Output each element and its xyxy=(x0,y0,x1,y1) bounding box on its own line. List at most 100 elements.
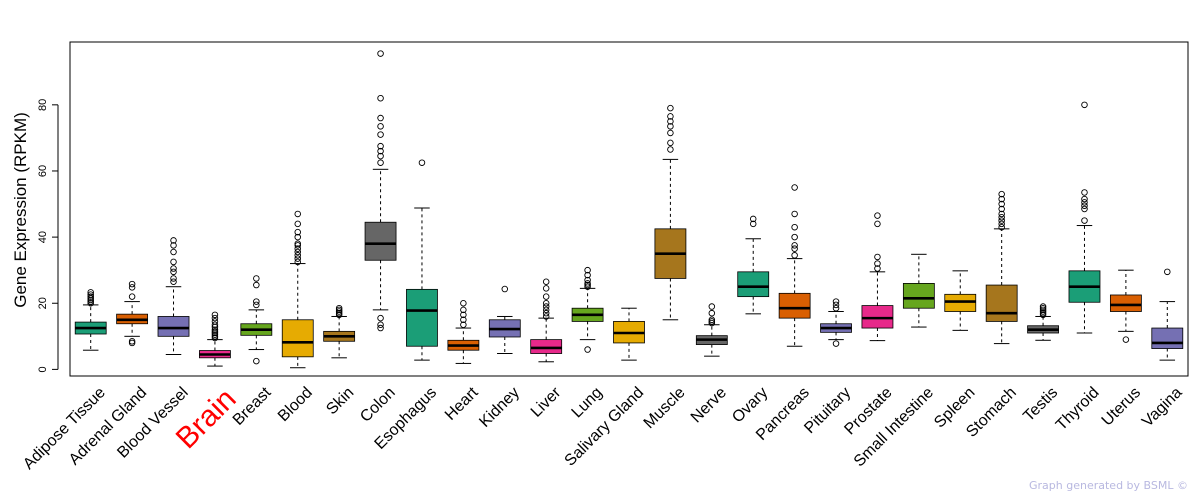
outlier-point xyxy=(128,280,136,288)
outlier-point xyxy=(667,129,674,137)
outlier-point xyxy=(128,338,136,345)
outlier-point xyxy=(791,245,798,252)
outlier-point xyxy=(211,321,219,328)
outlier-point xyxy=(294,233,301,241)
outlier-point xyxy=(87,291,94,298)
iqr-box xyxy=(944,293,977,312)
outlier-point xyxy=(294,228,301,236)
outlier-point xyxy=(584,266,591,274)
outlier-point xyxy=(377,142,384,150)
outlier-point xyxy=(211,334,219,342)
outlier-point xyxy=(874,260,881,267)
outlier-point xyxy=(418,159,426,166)
iqr-box xyxy=(902,283,935,309)
outlier-point xyxy=(667,146,674,153)
outlier-point xyxy=(749,215,757,223)
box-nerve xyxy=(695,303,728,357)
outlier-point xyxy=(1039,306,1047,314)
outlier-point xyxy=(542,309,550,317)
box-colon xyxy=(364,50,397,332)
box-adipose-tissue xyxy=(74,289,107,351)
x-tick-label: Kidney xyxy=(476,384,523,431)
outlier-point xyxy=(460,299,467,307)
box-heart xyxy=(447,299,480,364)
box-series xyxy=(74,50,1184,369)
outlier-point xyxy=(294,248,301,256)
outlier-point xyxy=(170,237,177,244)
outlier-point xyxy=(791,242,798,249)
outlier-point xyxy=(1122,336,1130,343)
outlier-point xyxy=(377,159,384,166)
y-axis-label: Gene Expression (RPKM) xyxy=(11,112,30,308)
outlier-point xyxy=(1039,308,1047,315)
iqr-box xyxy=(737,271,770,298)
outlier-point xyxy=(708,309,716,317)
outlier-point xyxy=(791,252,798,259)
outlier-point xyxy=(584,280,591,287)
box-pancreas xyxy=(778,184,811,347)
box-blood-vessel xyxy=(157,237,190,356)
x-tick-label: Vagina xyxy=(1139,384,1185,430)
box-uterus xyxy=(1109,269,1142,343)
outlier-point xyxy=(542,313,550,320)
outlier-point xyxy=(998,220,1005,228)
box-lung xyxy=(571,266,604,353)
x-tick-label: Uterus xyxy=(1099,384,1144,429)
outlier-point xyxy=(1081,199,1088,206)
outlier-point xyxy=(294,245,301,252)
outlier-point xyxy=(335,306,343,314)
credit-text: Graph generated by BSML © xyxy=(1029,479,1188,492)
outlier-point xyxy=(584,271,591,279)
box-blood xyxy=(281,210,314,369)
x-tick-label: Liver xyxy=(528,384,565,421)
outlier-point xyxy=(542,278,550,286)
outlier-point xyxy=(294,255,301,262)
x-tick-label: Nerve xyxy=(688,384,730,426)
x-tick-label: Muscle xyxy=(641,384,689,432)
outlier-point xyxy=(832,298,840,305)
outlier-point xyxy=(377,152,384,160)
box-thyroid xyxy=(1068,101,1101,334)
outlier-point xyxy=(211,328,219,335)
outlier-point xyxy=(998,214,1005,221)
box-stomach xyxy=(985,190,1018,345)
box-liver xyxy=(530,278,563,363)
outlier-point xyxy=(1164,268,1171,276)
y-tick-label: 60 xyxy=(37,165,49,177)
outlier-point xyxy=(335,311,343,319)
iqr-box xyxy=(985,284,1018,322)
x-tick-label: Blood xyxy=(275,384,316,425)
outlier-point xyxy=(377,114,384,122)
box-testis xyxy=(1027,303,1059,341)
outlier-point xyxy=(1081,189,1088,196)
outlier-point xyxy=(667,104,674,112)
y-axis: 0 20 40 60 80 xyxy=(37,99,59,372)
plot-frame xyxy=(69,41,1189,377)
outlier-point xyxy=(170,258,177,266)
outlier-point xyxy=(294,240,301,247)
x-tick-label: Lung xyxy=(569,384,606,421)
box-adrenal-gland xyxy=(116,280,149,347)
iqr-box xyxy=(861,305,894,329)
box-brain xyxy=(199,311,231,367)
outlier-point xyxy=(377,94,384,102)
outlier-point xyxy=(170,242,177,249)
outlier-point xyxy=(998,223,1005,231)
box-breast xyxy=(240,275,273,365)
outlier-point xyxy=(211,326,219,333)
iqr-box xyxy=(406,288,438,347)
outlier-point xyxy=(87,299,94,307)
outlier-point xyxy=(708,316,716,324)
outlier-point xyxy=(874,253,881,261)
y-tick-label: 80 xyxy=(37,99,49,111)
outlier-point xyxy=(335,308,343,315)
outlier-point xyxy=(211,318,219,325)
outlier-point xyxy=(128,293,136,300)
outlier-point xyxy=(294,252,301,259)
outlier-point xyxy=(874,220,881,228)
outlier-point xyxy=(128,339,136,347)
outlier-point xyxy=(460,311,467,319)
outlier-point xyxy=(253,298,260,305)
